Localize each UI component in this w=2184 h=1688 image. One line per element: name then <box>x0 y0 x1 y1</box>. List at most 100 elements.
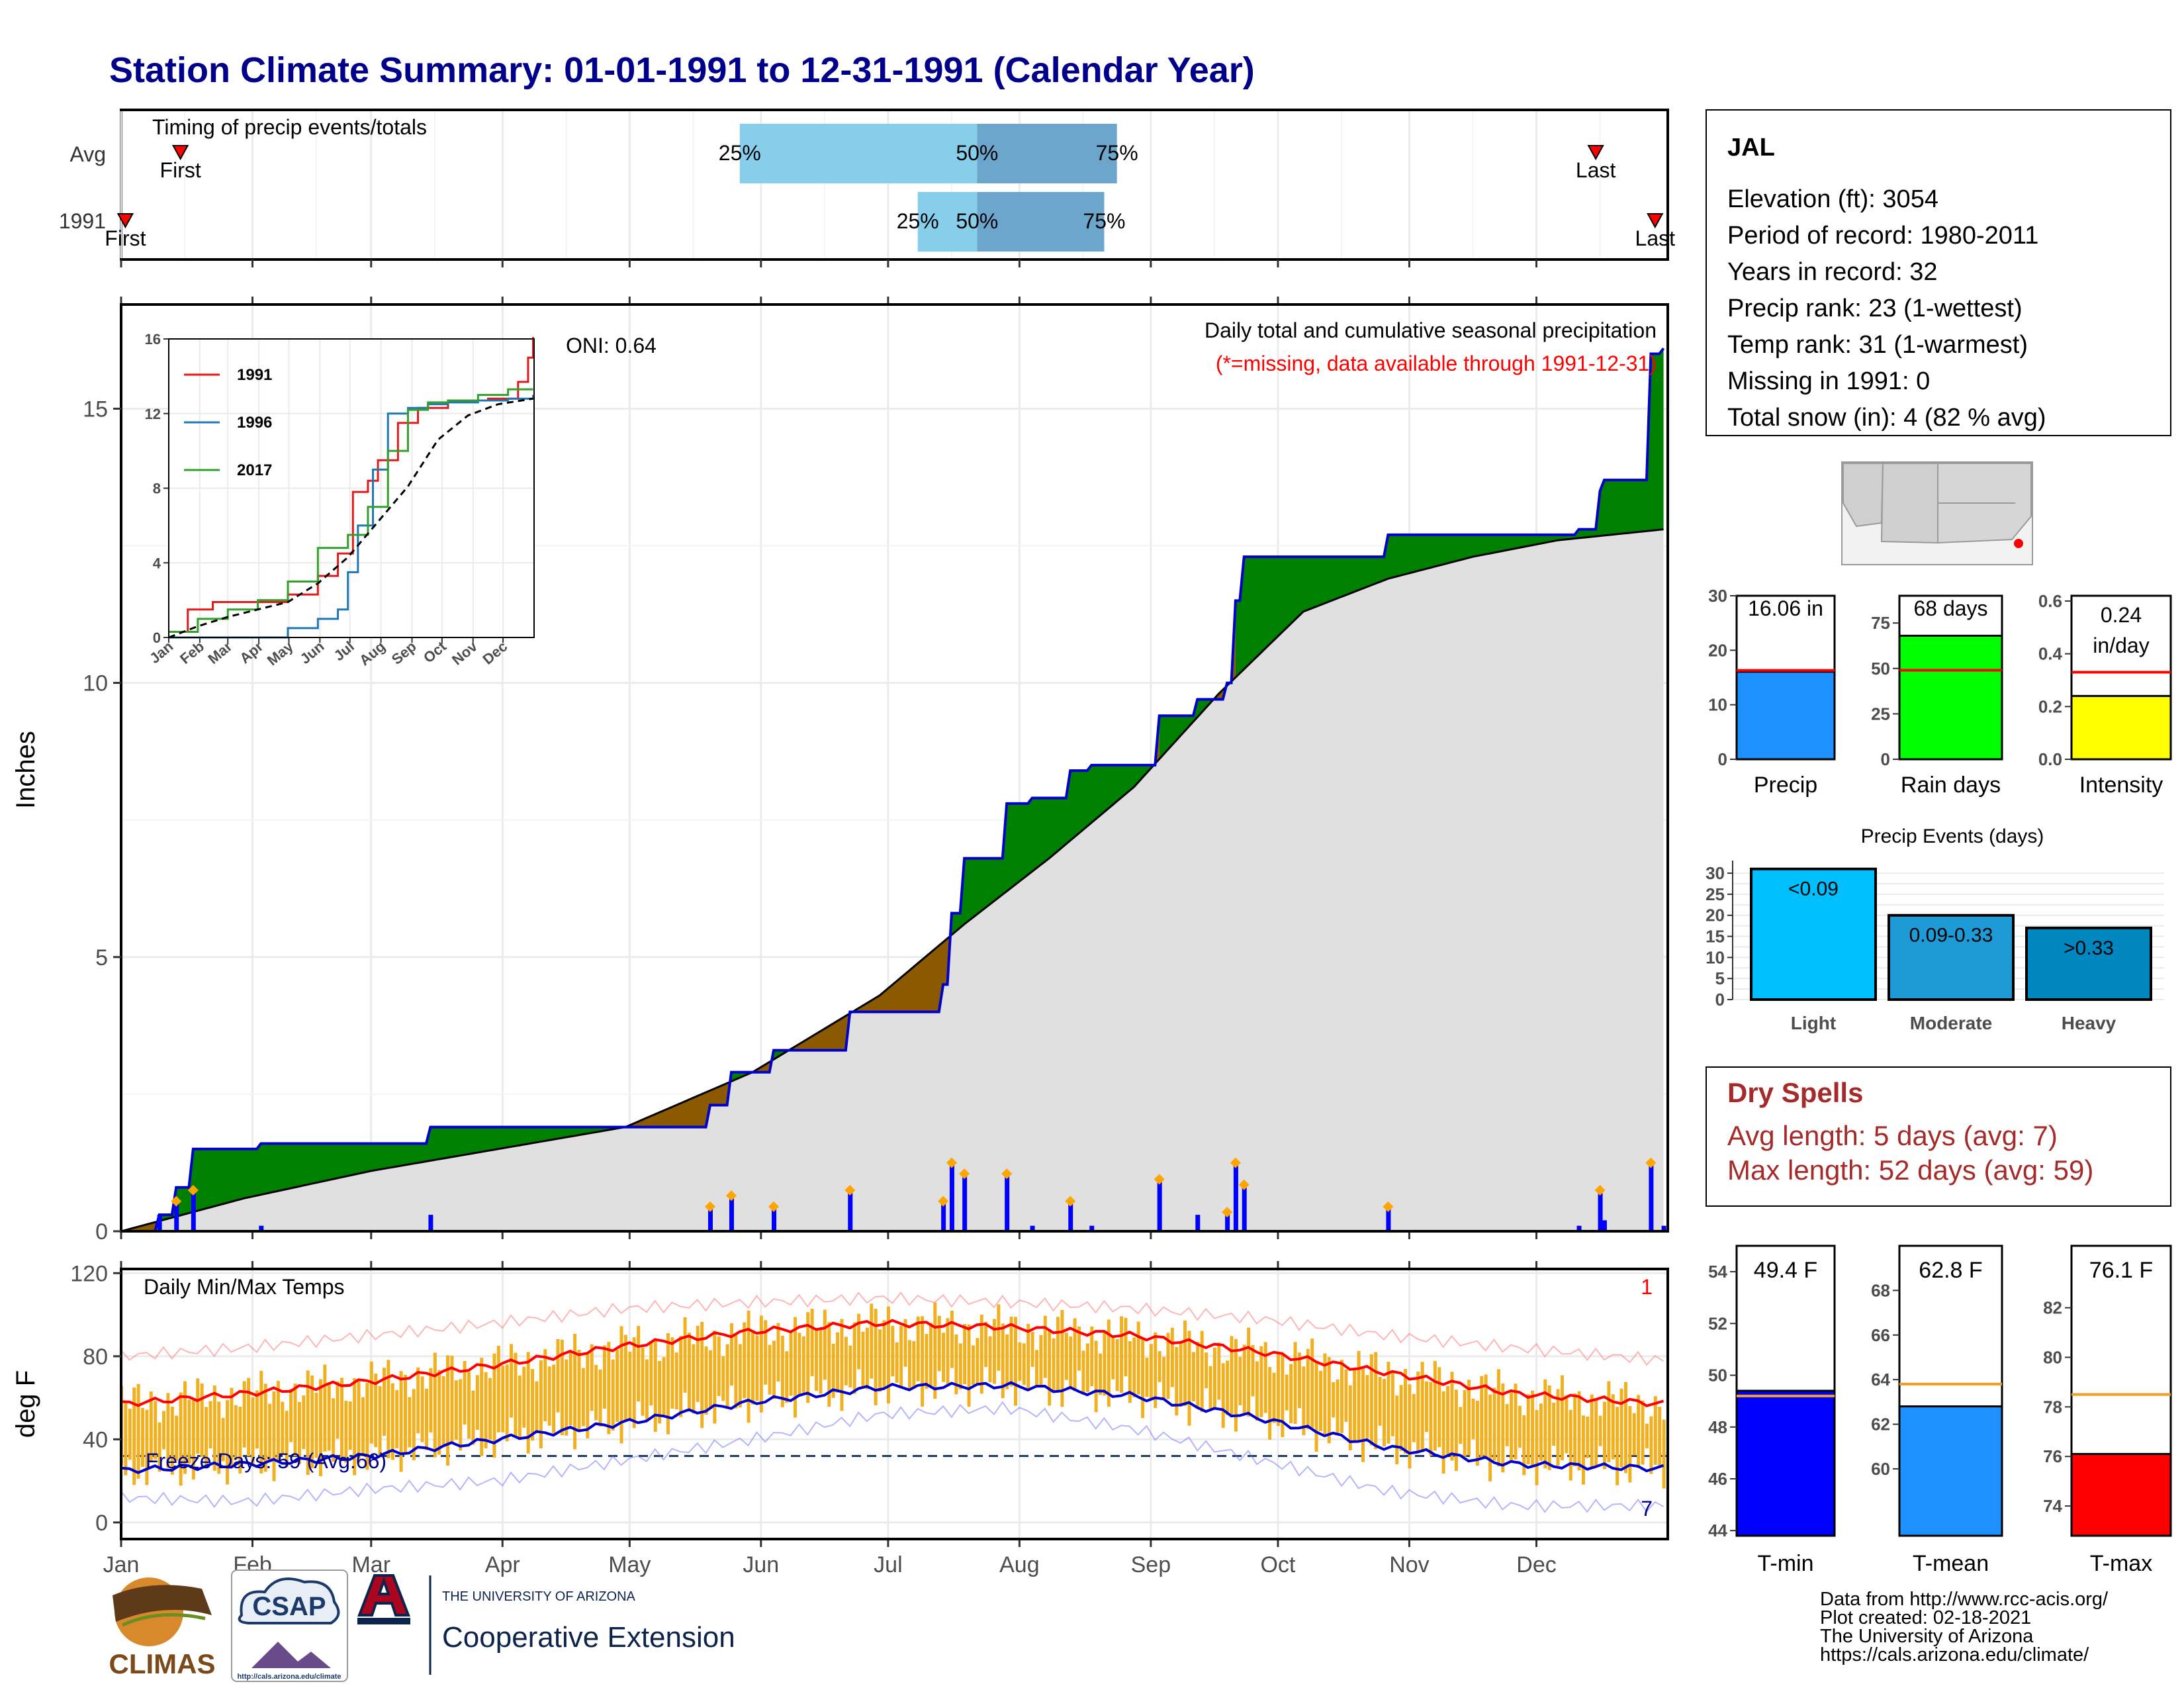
daily-temp-range <box>471 1390 475 1445</box>
temp-line-record-min <box>120 1401 1664 1513</box>
daily-temp-range <box>1374 1352 1378 1450</box>
events-bar-value-label: >0.33 <box>2064 937 2114 959</box>
daily-precip-bar <box>1649 1165 1654 1231</box>
csap-cloud <box>238 1577 340 1624</box>
daily-temp-range <box>1332 1382 1336 1418</box>
daily-temp-range <box>967 1324 971 1407</box>
daily-precip-bar <box>729 1198 734 1231</box>
daily-temp-range <box>878 1329 882 1392</box>
daily-temp-range <box>1158 1351 1161 1382</box>
daily-temp-range <box>1183 1320 1187 1406</box>
daily-precip-bar <box>1233 1165 1238 1231</box>
station-name: JAL <box>1727 134 1775 162</box>
daily-temp-range <box>1230 1336 1234 1417</box>
daily-temp-range <box>772 1340 776 1399</box>
daily-temp-range <box>480 1358 484 1456</box>
daily-temp-range <box>1069 1336 1073 1388</box>
daily-temp-range <box>806 1312 810 1403</box>
summary-bar-charts: 0 10 20 30 16.06 in Precip 0 25 50 75 68 days Rain … <box>1708 586 2172 798</box>
daily-temp-range <box>801 1336 805 1395</box>
daily-temp-range <box>1467 1380 1471 1456</box>
daily-temp-range <box>1556 1389 1560 1466</box>
daily-temp-range <box>1268 1367 1272 1440</box>
daily-temp-range <box>886 1306 890 1404</box>
daily-temp-range <box>794 1317 797 1418</box>
daily-temp-range <box>302 1395 306 1450</box>
daily-temp-range <box>1637 1395 1641 1469</box>
events-y-tick-label: 0 <box>1715 990 1725 1009</box>
daily-precip-marker <box>1594 1185 1606 1196</box>
daily-temp-range <box>1484 1374 1488 1458</box>
daily-temp-range <box>1234 1338 1238 1432</box>
daily-temp-range <box>1077 1326 1081 1371</box>
inset-legend-label: 1996 <box>237 414 272 432</box>
daily-temp-range <box>1136 1321 1140 1395</box>
daily-temp-range <box>1607 1381 1611 1462</box>
daily-temp-range <box>840 1319 844 1411</box>
daily-temp-range <box>1598 1415 1602 1446</box>
temp-summary-y-tick-label: 74 <box>2043 1496 2062 1516</box>
inset-y-tick-label: 0 <box>153 630 161 646</box>
daily-temp-range <box>1378 1376 1382 1426</box>
daily-temp-range <box>1115 1339 1119 1391</box>
daily-temp-range <box>416 1367 420 1434</box>
daily-temp-range <box>353 1378 357 1476</box>
daily-temp-range <box>1039 1335 1043 1387</box>
daily-precip-marker <box>938 1196 949 1207</box>
daily-temp-range <box>907 1340 911 1391</box>
daily-precip-bar <box>941 1203 946 1231</box>
daily-temp-range <box>734 1334 738 1409</box>
daily-temp-range <box>899 1325 903 1388</box>
summary-value-label: 16.06 in <box>1748 596 1823 620</box>
daily-temp-range <box>1103 1333 1107 1396</box>
daily-temp-range <box>547 1366 551 1426</box>
temp-summary-y-tick-label: 46 <box>1708 1469 1727 1489</box>
events-y-tick-label: 25 <box>1706 884 1725 904</box>
daily-temp-range <box>747 1310 751 1423</box>
daily-temp-range <box>467 1372 471 1439</box>
daily-temp-range <box>1390 1373 1394 1436</box>
daily-temp-range <box>1480 1376 1484 1458</box>
daily-temp-range <box>344 1401 348 1463</box>
daily-precip-marker <box>1383 1201 1394 1212</box>
daily-precip-bar <box>1157 1182 1162 1231</box>
temp-frame <box>120 1268 1669 1540</box>
daily-temp-range <box>454 1380 458 1440</box>
daily-temp-range <box>1001 1323 1005 1399</box>
daily-temp-range <box>925 1334 929 1389</box>
inset-frame <box>168 338 535 638</box>
inset-series-1996 <box>169 395 534 639</box>
daily-precip-marker <box>704 1201 715 1212</box>
daily-temp-range <box>662 1357 666 1417</box>
daily-temp-range <box>725 1344 729 1407</box>
daily-temp-range <box>573 1333 577 1450</box>
summary-bar-label: Rain days <box>1901 773 2001 798</box>
daily-temp-range <box>314 1392 318 1458</box>
daily-temp-range <box>365 1383 369 1470</box>
daily-temp-range <box>132 1387 136 1485</box>
temp-summary-y-tick-label: 44 <box>1708 1521 1727 1540</box>
daily-temp-range <box>191 1400 195 1479</box>
daily-precip-bar <box>772 1209 777 1231</box>
daily-temp-range <box>1099 1353 1103 1395</box>
daily-temp-range <box>937 1315 941 1372</box>
daily-temp-range <box>1446 1385 1450 1456</box>
month-label: Jan <box>103 1552 140 1577</box>
daily-temp-range <box>729 1323 733 1386</box>
daily-temp-range <box>976 1338 979 1386</box>
credit-line-4: https://cals.arizona.edu/climate/ <box>1820 1644 2089 1665</box>
daily-temp-range <box>577 1350 581 1432</box>
daily-temp-range <box>1238 1356 1242 1405</box>
daily-temp-range <box>780 1335 784 1407</box>
daily-precip-marker <box>768 1201 780 1212</box>
temp-summary-bar-t-mean <box>1898 1405 2003 1537</box>
daily-temp-range <box>1221 1363 1225 1429</box>
daily-temp-range <box>289 1389 293 1442</box>
daily-precip-bar <box>174 1203 179 1231</box>
temp-y-tick-label: 120 <box>70 1261 108 1286</box>
daily-temp-range <box>200 1383 204 1458</box>
timing-bar-50-75 <box>977 124 1117 183</box>
daily-temp-range <box>1212 1347 1216 1408</box>
daily-temp-range <box>708 1350 712 1409</box>
timing-p25-label: 25% <box>897 209 939 233</box>
